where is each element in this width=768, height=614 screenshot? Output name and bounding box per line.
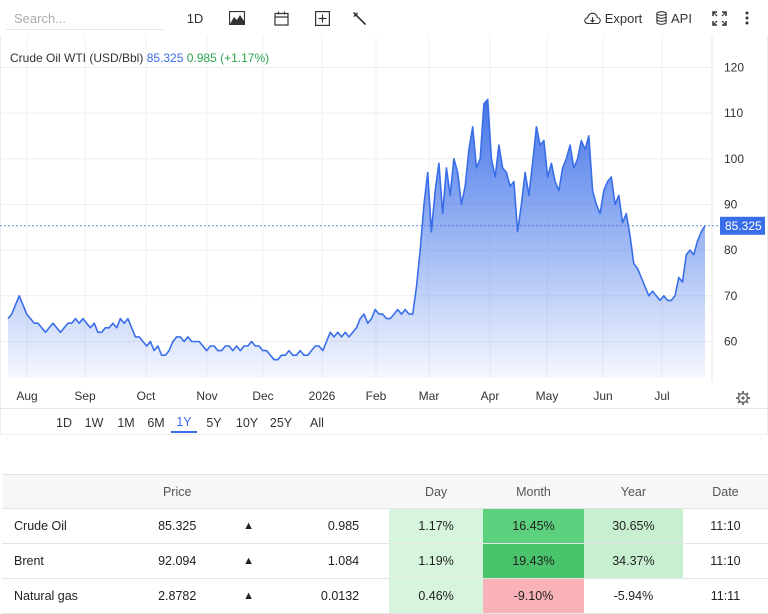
col-day-header: Day: [389, 474, 484, 509]
range-25y[interactable]: 25Y: [269, 416, 293, 430]
y-tick-label: 80: [724, 243, 738, 257]
last-price-badge: 85.325: [720, 216, 765, 235]
up-arrow-icon: ▲: [213, 543, 284, 579]
x-tick-label: Sep: [74, 389, 96, 403]
range-selector: 1D 1W 1M 6M 1Y 5Y 10Y 25Y All: [0, 408, 768, 435]
row-month: 19.43%: [483, 543, 584, 579]
row-date: 11:10: [682, 508, 768, 544]
price-line: [7, 98, 706, 361]
range-1m[interactable]: 1M: [117, 416, 135, 430]
row-day: 0.46%: [389, 578, 484, 614]
range-1d[interactable]: 1D: [56, 416, 72, 430]
x-tick-label: Feb: [366, 389, 387, 403]
row-day: 1.19%: [389, 543, 484, 579]
up-arrow-icon: ▲: [213, 508, 284, 544]
cloud-download-icon: [583, 12, 601, 24]
fullscreen-icon[interactable]: [709, 8, 729, 28]
range-1y[interactable]: 1Y: [171, 413, 197, 433]
more-menu-icon[interactable]: [740, 8, 754, 28]
range-6m[interactable]: 6M: [147, 416, 165, 430]
y-tick-label: 70: [724, 289, 738, 303]
row-year: -5.94%: [583, 578, 683, 614]
chart-settings-icon[interactable]: [736, 391, 750, 405]
chart-legend: Crude Oil WTI (USD/Bbl) 85.325 0.985 (+1…: [10, 51, 269, 65]
row-change: 0.985: [283, 508, 390, 544]
row-year: 30.65%: [583, 508, 683, 544]
commodities-table: Price Day Month Year Date Crude Oil 85.3…: [2, 474, 768, 614]
chart-toolbar: 1D Export API: [0, 0, 768, 36]
col-date-header: Date: [682, 474, 768, 509]
x-tick-label: 2026: [309, 389, 336, 403]
x-tick-label: Nov: [196, 389, 217, 403]
up-arrow-icon: ▲: [213, 578, 284, 614]
x-tick-label: Aug: [16, 389, 37, 403]
row-price: 85.325: [140, 508, 214, 544]
range-10y[interactable]: 10Y: [235, 416, 259, 430]
range-1w[interactable]: 1W: [84, 416, 104, 430]
export-button[interactable]: Export: [583, 8, 643, 28]
row-date: 11:10: [682, 543, 768, 579]
chart-type-icon[interactable]: [226, 8, 248, 28]
database-icon: [656, 11, 667, 25]
search-input[interactable]: [6, 8, 164, 30]
wrench-icon[interactable]: [348, 8, 370, 28]
x-tick-label: Jun: [593, 389, 612, 403]
x-tick-label: May: [536, 389, 559, 403]
table-row[interactable]: Natural gas 2.8782 ▲ 0.0132 0.46% -9.10%…: [2, 578, 768, 614]
export-label: Export: [604, 10, 643, 26]
col-price-header: Price: [140, 474, 214, 509]
add-indicator-icon[interactable]: [311, 8, 333, 28]
legend-name: Crude Oil WTI (USD/Bbl): [10, 51, 144, 65]
y-tick-label: 100: [724, 152, 744, 166]
range-all[interactable]: All: [310, 416, 324, 430]
table-row[interactable]: Crude Oil 85.325 ▲ 0.985 1.17% 16.45% 30…: [2, 508, 768, 544]
row-day: 1.17%: [389, 508, 484, 544]
x-tick-label: Apr: [481, 389, 500, 403]
legend-price: 85.325: [146, 51, 184, 65]
row-name[interactable]: Natural gas: [2, 578, 141, 614]
x-tick-label: Dec: [252, 389, 273, 403]
row-month: 16.45%: [483, 508, 584, 544]
col-change-header: [283, 474, 390, 509]
api-button[interactable]: API: [654, 8, 694, 28]
api-label: API: [671, 10, 692, 26]
legend-change: 0.985 (+1.17%): [186, 51, 270, 65]
row-change: 0.0132: [283, 578, 390, 614]
y-tick-label: 120: [724, 60, 744, 74]
col-month-header: Month: [483, 474, 584, 509]
row-price: 92.094: [140, 543, 214, 579]
row-year: 34.37%: [583, 543, 683, 579]
row-name[interactable]: Crude Oil: [2, 508, 141, 544]
row-price: 2.8782: [140, 578, 214, 614]
col-name-header: [2, 474, 141, 509]
calendar-icon[interactable]: [270, 8, 292, 28]
row-name[interactable]: Brent: [2, 543, 141, 579]
range-5y[interactable]: 5Y: [206, 416, 222, 430]
last-price-label: 85.325: [725, 219, 762, 233]
table-row[interactable]: Brent 92.094 ▲ 1.084 1.19% 19.43% 34.37%…: [2, 543, 768, 579]
table-header-row: Price Day Month Year Date: [2, 474, 768, 509]
col-year-header: Year: [583, 474, 683, 509]
y-tick-label: 60: [724, 334, 738, 348]
price-chart[interactable]: 60 70 80 90 100 110 120 Aug Sep Oct Nov Dec 2026 Feb…: [0, 36, 768, 408]
price-area: [8, 99, 705, 379]
y-tick-label: 110: [724, 106, 743, 120]
y-tick-label: 90: [724, 197, 738, 211]
row-date: 11:11: [682, 578, 768, 614]
x-tick-label: Jul: [654, 389, 669, 403]
interval-button[interactable]: 1D: [186, 10, 204, 26]
row-month: -9.10%: [483, 578, 584, 614]
x-tick-label: Mar: [419, 389, 440, 403]
row-change: 1.084: [283, 543, 390, 579]
col-arrow-header: [213, 474, 284, 509]
x-tick-label: Oct: [137, 389, 156, 403]
